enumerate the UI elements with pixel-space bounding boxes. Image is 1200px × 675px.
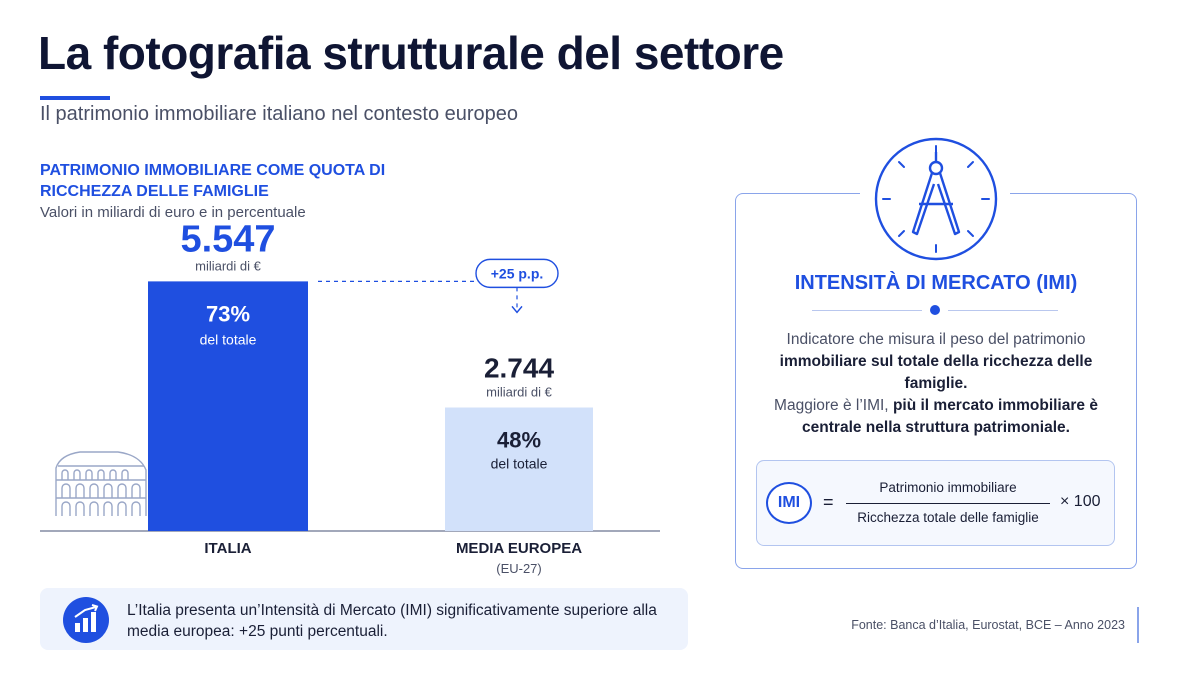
- category-label-italia: ITALIA: [204, 540, 251, 557]
- share-label-media-europea: 48%: [497, 428, 541, 453]
- bar-chart-icon: [63, 597, 109, 643]
- page-subtitle: Il patrimonio immobiliare italiano nel c…: [40, 103, 519, 125]
- callout-text: L’Italia presenta un’Intensità di Mercat…: [127, 602, 657, 640]
- source-note: Fonte: Banca d’Italia, Eurostat, BCE – A…: [851, 618, 1125, 632]
- bar-chart: 5.547 miliardi di € 2.744 miliardi di € …: [40, 218, 660, 576]
- difference-label: +25 p.p.: [491, 265, 544, 281]
- formula-denominator: Ricchezza totale delle famiglie: [857, 510, 1039, 525]
- source-rule: [1137, 607, 1139, 643]
- imi-description: Indicatore che misura il peso del patrim…: [755, 329, 1117, 439]
- chart-subtitle: Valori in miliardi di euro e in percentu…: [40, 204, 306, 221]
- imi-desc-4: più il mercato immobiliare è centrale ne…: [802, 397, 1098, 436]
- chart-title: PATRIMONIO IMMOBILIARE COME QUOTA DI RIC…: [40, 162, 386, 200]
- value-unit-media-europea: miliardi di €: [486, 385, 553, 400]
- difference-arrow-icon: [511, 305, 523, 314]
- category-note-eu27: (EU-27): [496, 561, 542, 576]
- imi-desc-1: Indicatore che misura il peso del patrim…: [786, 331, 1086, 348]
- imi-title: INTENSITÀ DI MERCATO (IMI): [794, 272, 1078, 294]
- divider-right: [948, 310, 1058, 311]
- formula-multiplier: × 100: [1060, 493, 1101, 510]
- value-label-media-europea: 2.744: [484, 353, 554, 384]
- page-title: La fotografia strutturale del settore: [38, 27, 784, 79]
- category-label-media-europea: MEDIA EUROPEA: [456, 540, 582, 557]
- imi-badge: IMI: [766, 482, 812, 524]
- callout-box: [40, 588, 688, 650]
- divider-left: [812, 310, 922, 311]
- imi-desc-2: immobiliare sul totale della ricchezza d…: [779, 353, 1093, 392]
- compass-icon: [873, 136, 999, 262]
- title-underline: [40, 96, 110, 100]
- bar-italia: [148, 281, 308, 531]
- share-unit-media-europea: del totale: [491, 456, 548, 472]
- divider-dot: [930, 305, 940, 315]
- share-unit-italia: del totale: [200, 331, 257, 347]
- formula-fraction-line: [846, 503, 1050, 504]
- formula-equals: =: [823, 492, 834, 512]
- bar-media-europea: [445, 407, 593, 531]
- share-label-italia: 73%: [206, 301, 250, 326]
- formula-numerator: Patrimonio immobiliare: [879, 480, 1017, 495]
- value-unit-italia: miliardi di €: [195, 258, 262, 273]
- value-label-italia: 5.547: [180, 218, 275, 260]
- colosseum-icon: [55, 451, 147, 516]
- difference-badge: [475, 258, 559, 289]
- difference-connector: [318, 280, 518, 312]
- imi-desc-3: Maggiore è l’IMI,: [774, 397, 893, 414]
